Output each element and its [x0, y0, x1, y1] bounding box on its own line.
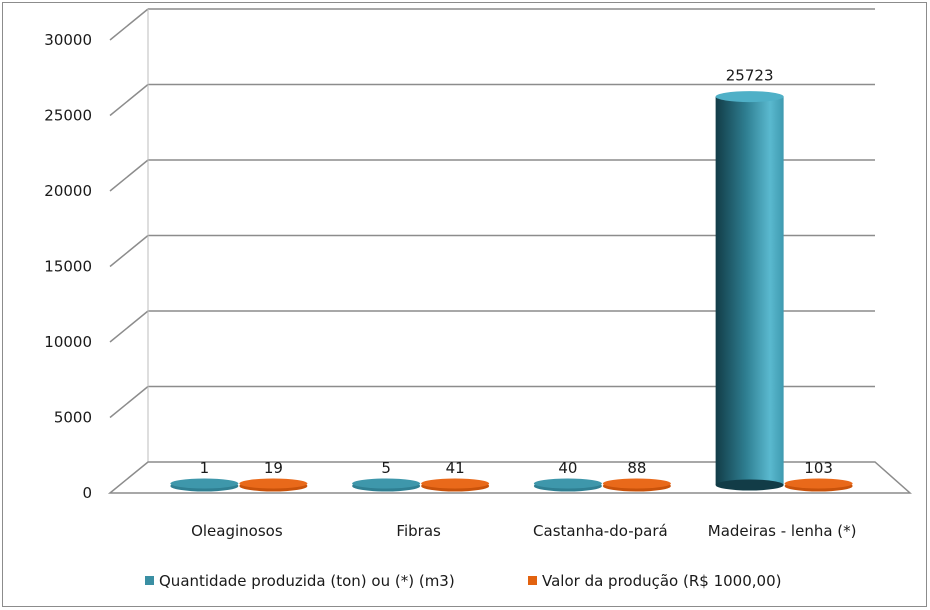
x-category-label: Fibras [396, 522, 441, 540]
y-tick-label: 30000 [44, 31, 92, 49]
bar-top [239, 478, 308, 489]
y-tick-label: 10000 [44, 333, 92, 351]
bar-base [715, 479, 784, 491]
bar-top [715, 91, 784, 103]
y-axis-ticks: 0 5000 10000 15000 20000 25000 30000 [44, 31, 92, 502]
grid-line-diagonal [109, 159, 149, 192]
legend: Quantidade produzida (ton) ou (*) (m3) Va… [145, 572, 781, 590]
data-label: 19 [264, 459, 283, 477]
data-label: 5 [381, 459, 391, 477]
bar-body [715, 96, 784, 485]
grid-line-diagonal [109, 234, 149, 268]
legend-swatch [145, 576, 154, 585]
legend-swatch [528, 576, 537, 585]
data-label: 41 [446, 459, 465, 477]
floor-plane [107, 461, 912, 494]
legend-label: Valor da produção (R$ 1000,00) [542, 572, 781, 590]
bar-top [170, 478, 239, 489]
y-tick-label: 0 [82, 484, 92, 502]
bar-top [784, 478, 853, 489]
data-label: 88 [627, 459, 646, 477]
bars [170, 91, 853, 492]
bar-top [533, 478, 602, 489]
grid-line-diagonal [109, 83, 149, 117]
grid-line-diagonal [109, 385, 149, 419]
grid-line-diagonal [109, 8, 149, 41]
data-label: 25723 [726, 67, 774, 85]
y-tick-label: 20000 [44, 182, 92, 200]
x-category-label: Oleaginosos [191, 522, 283, 540]
y-tick-label: 5000 [54, 409, 92, 427]
y-tick-label: 15000 [44, 258, 92, 276]
bar-top [352, 478, 421, 489]
x-axis-categories: Oleaginosos Fibras Castanha-do-pará Madeira… [191, 522, 856, 540]
chart-floor [107, 9, 912, 494]
data-label: 40 [558, 459, 577, 477]
bar-top [421, 478, 490, 489]
x-category-label: Castanha-do-pará [533, 522, 668, 540]
data-label: 103 [804, 459, 833, 477]
x-category-label: Madeiras - lenha (*) [708, 522, 857, 540]
data-label: 1 [200, 459, 210, 477]
bar-top [602, 478, 671, 489]
legend-label: Quantidade produzida (ton) ou (*) (m3) [159, 572, 455, 590]
y-tick-label: 25000 [44, 107, 92, 125]
data-labels: 1 19 5 41 40 88 25723 103 [200, 67, 833, 477]
grid-line-diagonal [109, 310, 149, 343]
